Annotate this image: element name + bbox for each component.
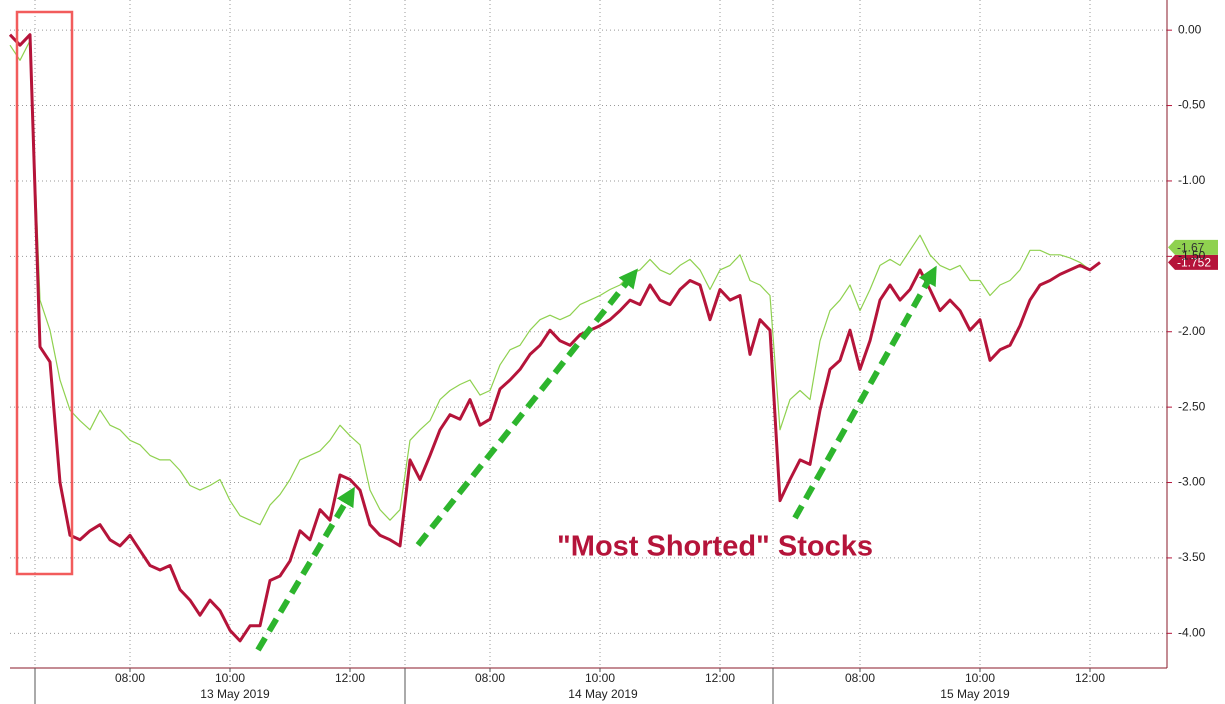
y-tick-label: -3.00 [1178,475,1206,489]
end-tag-label: -1.67 [1177,241,1205,255]
end-tag [1168,254,1218,270]
y-tick-label: -0.50 [1178,98,1206,112]
x-tick-label: 12:00 [1075,671,1105,685]
y-tick-label: -1.00 [1178,173,1206,187]
day-label: 14 May 2019 [568,687,638,701]
y-tick-label: -2.00 [1178,324,1206,338]
series-line [9,40,1091,526]
highlight-box [15,10,74,576]
x-tick-label: 08:00 [115,671,145,685]
arrows [255,265,937,652]
series-line [8,33,1101,643]
day-label: 13 May 2019 [200,687,270,701]
y-tick-label: -4.00 [1178,625,1206,639]
day-label: 15 May 2019 [940,687,1010,701]
arrow [255,486,355,652]
y-tick-label: -2.50 [1178,399,1206,413]
grid [10,0,1167,668]
x-tick-label: 12:00 [335,671,365,685]
end-tag [1168,239,1218,255]
end-tag-label: -1.752 [1177,256,1211,270]
arrow [415,268,638,547]
y-tick-label: -3.50 [1178,550,1206,564]
annotation: "Most Shorted" Stocks [557,531,873,563]
lines [8,33,1101,643]
x-tick-label: 12:00 [705,671,735,685]
x-tick-label: 10:00 [965,671,995,685]
x-tick-label: 10:00 [585,671,615,685]
arrow [792,265,937,520]
x-tick-label: 08:00 [845,671,875,685]
x-tick-label: 10:00 [215,671,245,685]
x-tick-label: 08:00 [475,671,505,685]
y-tick-label: 0.00 [1178,22,1202,36]
y-tick-label: -1.50 [1178,249,1206,263]
end-tags: -1.752-1.67 [1168,239,1218,270]
